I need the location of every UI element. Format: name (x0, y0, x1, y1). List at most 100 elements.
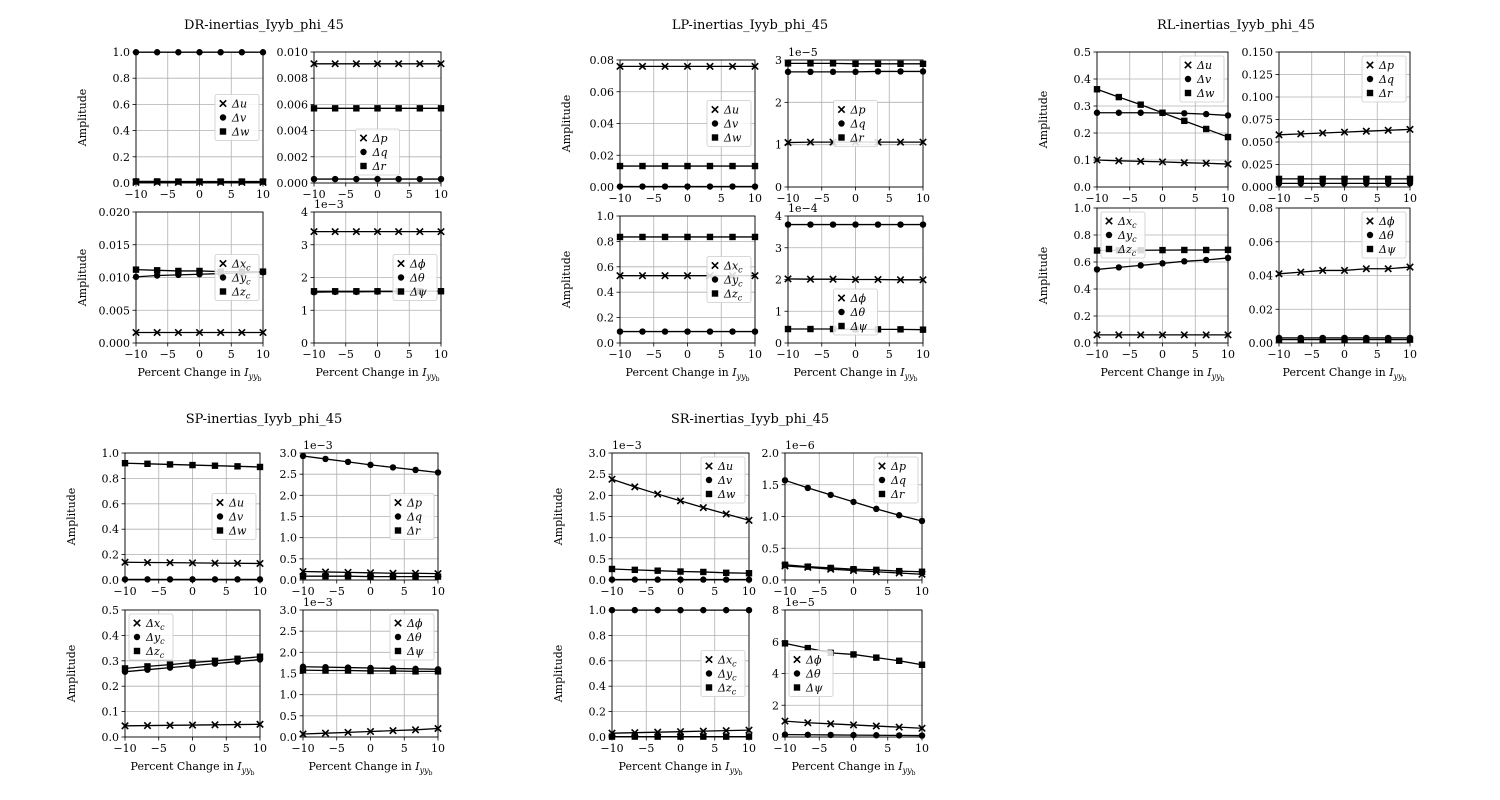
data-point (1363, 336, 1370, 343)
y-tick-label: 0.02 (590, 149, 615, 162)
data-point (331, 288, 339, 295)
data-point (344, 728, 352, 737)
legend-label: Δw (717, 488, 736, 501)
plot-frame (619, 59, 756, 188)
y-tick-label: 2 (775, 96, 782, 109)
legend-marker (133, 647, 141, 655)
y-tick-label: 1.5 (762, 479, 780, 492)
data-point (394, 227, 403, 236)
legend-label: Δr (1378, 87, 1393, 100)
series-1 (781, 717, 926, 733)
panel-rl-4: −10 −5 0 5 10 0.00 0.02 0.04 0.06 0.08 Percent Cha… (1249, 202, 1418, 383)
y-tick-label: 2.5 (589, 468, 607, 481)
data-point (895, 732, 903, 739)
x-tick-label: −5 (638, 585, 654, 598)
x-tick-label: −10 (773, 742, 796, 755)
y-tick-label: 0.0 (113, 177, 131, 190)
data-point (166, 721, 174, 730)
data-point (849, 721, 858, 729)
data-point (873, 505, 880, 513)
plot-frame (1278, 207, 1411, 344)
x-axis-label: Percent Change in Iyyb (794, 366, 918, 383)
x-axis-label: Percent Change in Iyyb (309, 760, 433, 777)
y-tick-label: 0.004 (277, 125, 309, 138)
data-point (322, 455, 329, 463)
data-point (706, 62, 714, 71)
legend-label: Δv (717, 474, 733, 487)
series-2 (784, 68, 927, 76)
x-tick-label: 5 (718, 192, 725, 205)
x-tick-label: −10 (1085, 192, 1108, 205)
data-point (683, 62, 692, 71)
data-point (211, 576, 219, 583)
legend-label: Δϕ (805, 654, 822, 667)
legend-label: Δψ (805, 682, 823, 695)
y-tick-label: 2 (772, 699, 779, 712)
data-point (807, 221, 814, 228)
data-point (374, 105, 381, 112)
x-tick-label: 0 (196, 188, 203, 201)
y-tick-label: 0.04 (590, 118, 615, 131)
y-tick-label: 0.125 (1242, 69, 1274, 82)
x-tick-label: 0 (189, 742, 196, 755)
data-point (706, 183, 714, 190)
x-tick-label: −10 (124, 188, 147, 201)
data-point (412, 668, 419, 675)
data-point (897, 68, 904, 75)
data-point (353, 288, 360, 295)
data-point (897, 326, 904, 333)
x-tick-label: −5 (814, 348, 830, 361)
legend-label: Δϕ (409, 258, 426, 271)
y-tick-label: 0.0 (597, 337, 615, 350)
y-tick-label: 3.0 (280, 604, 298, 617)
figure-group-sp: SP-inertias_Iyyb_phi_45 −10 −5 0 5 10 0.0 0.2 0.… (65, 412, 445, 777)
data-point (374, 175, 381, 183)
data-point (1115, 93, 1123, 101)
y-tick-label: 0.08 (590, 54, 615, 67)
legend-marker (1366, 245, 1374, 253)
data-point (373, 227, 382, 236)
y-axis-label: Amplitude (560, 95, 573, 154)
legend-marker (394, 619, 402, 627)
panel-sp-4: −10 −5 0 5 10 0.0 0.5 1.0 1.5 2.0 2.5 3.0 1e−3 Percen… (280, 596, 446, 777)
y-tick-label: 2 (301, 272, 308, 285)
legend-marker (133, 619, 141, 627)
data-point (233, 720, 242, 729)
x-tick-label: −10 (600, 742, 623, 755)
data-point (806, 275, 815, 283)
data-point (331, 60, 339, 68)
x-axis-label: Percent Change in Iyyb (131, 760, 255, 777)
panel-lp-4: −10 −5 0 5 10 0 1 2 3 4 1e−4 Percent Change in Iyyb… (775, 202, 930, 383)
plot-frame (1096, 51, 1229, 188)
legend-marker (394, 527, 402, 534)
data-point (872, 722, 881, 730)
legend-label: Δψ (1378, 243, 1396, 256)
plot-frame (135, 211, 264, 344)
data-point (188, 559, 197, 567)
data-point (874, 326, 882, 333)
legend-label: Δθ (850, 306, 866, 319)
data-point (374, 288, 381, 295)
y-tick-label: 0.02 (1249, 303, 1274, 316)
data-point (729, 162, 736, 170)
y-tick-label: 0.08 (1249, 202, 1274, 215)
legend-marker (1366, 217, 1374, 225)
x-tick-label: 5 (711, 585, 718, 598)
legend-marker (705, 462, 713, 470)
y-tick-label: 3.0 (280, 447, 298, 460)
y-tick-label: 1.0 (280, 689, 298, 702)
y-tick-label: 0.006 (277, 98, 309, 111)
data-point (195, 328, 204, 337)
legend-marker (394, 633, 402, 641)
data-point (395, 175, 402, 183)
x-tick-label: 5 (223, 742, 230, 755)
plot-frame (619, 215, 756, 344)
x-tick-label: −5 (329, 585, 345, 598)
data-point (353, 175, 360, 183)
series-1 (132, 328, 267, 337)
